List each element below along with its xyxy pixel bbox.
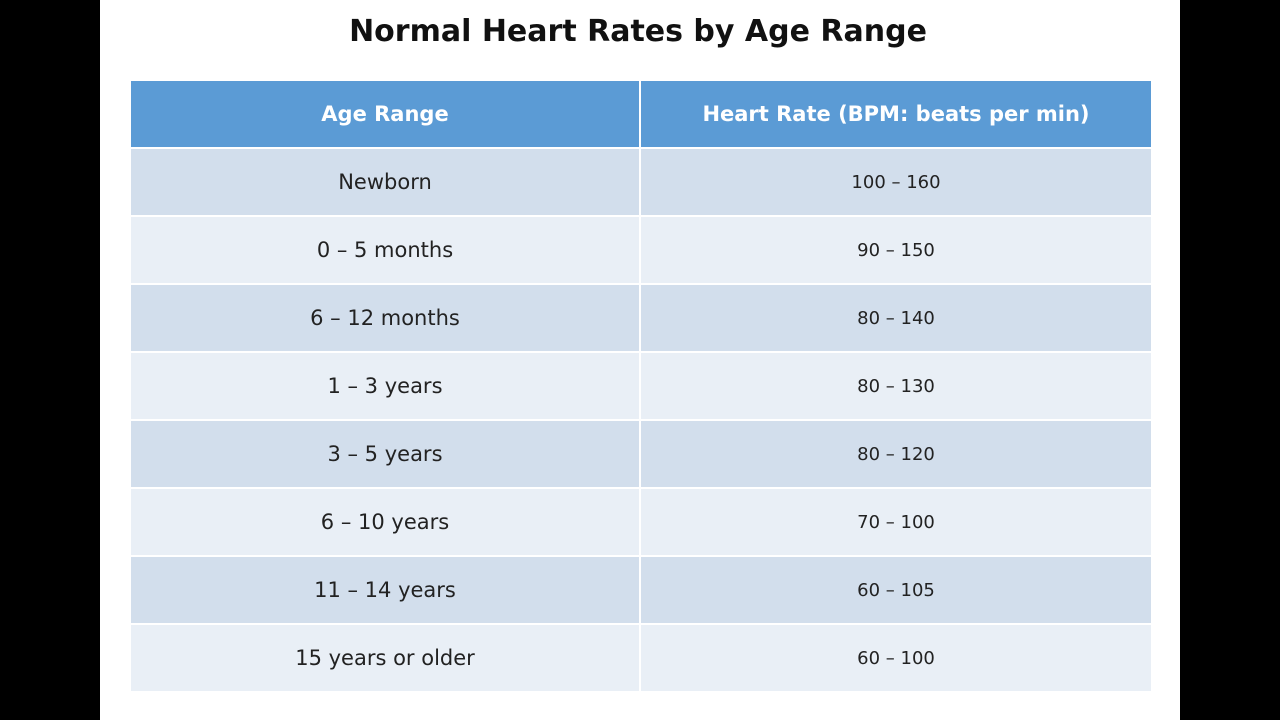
table-cell: 0 – 5 months	[131, 217, 641, 283]
title: Normal Heart Rates by Age Range	[349, 14, 927, 49]
table-cell: 80 – 140	[857, 307, 935, 329]
table-row: 0 – 5 months 90 – 150	[131, 215, 1151, 283]
table-cell: 15 years or older	[131, 625, 641, 691]
table-cell: 11 – 14 years	[131, 557, 641, 623]
table-row: 15 years or older 60 – 100	[131, 623, 1151, 691]
table-cell: Newborn	[131, 149, 641, 215]
table-cell: 60 – 105	[857, 579, 935, 601]
table-cell: 80 – 130	[857, 375, 935, 397]
table-row: 11 – 14 years 60 – 105	[131, 555, 1151, 623]
table-cell: 100 – 160	[851, 171, 941, 193]
header-row: Age Range Heart Rate (BPM: beats per min…	[131, 81, 1151, 147]
table-cell: 3 – 5 years	[131, 421, 641, 487]
table-row: 3 – 5 years 80 – 120	[131, 419, 1151, 487]
table-row: 1 – 3 years 80 – 130	[131, 351, 1151, 419]
table-row: 6 – 10 years 70 – 100	[131, 487, 1151, 555]
table-cell: 1 – 3 years	[131, 353, 641, 419]
column-header: Heart Rate (BPM: beats per min)	[702, 102, 1090, 126]
table-cell: 6 – 10 years	[131, 489, 641, 555]
slide: Normal Heart Rates by Age Range Age Rang…	[100, 0, 1180, 720]
table-cell: 80 – 120	[857, 443, 935, 465]
table-cell: 6 – 12 months	[131, 285, 641, 351]
table-cell: 60 – 100	[857, 647, 935, 669]
table-row: 6 – 12 months 80 – 140	[131, 283, 1151, 351]
table-cell: 90 – 150	[857, 239, 935, 261]
table-cell: 70 – 100	[857, 511, 935, 533]
table: Age Range Heart Rate (BPM: beats per min…	[131, 81, 1151, 691]
table-row: Newborn 100 – 160	[131, 147, 1151, 215]
column-header: Age Range	[131, 81, 641, 147]
